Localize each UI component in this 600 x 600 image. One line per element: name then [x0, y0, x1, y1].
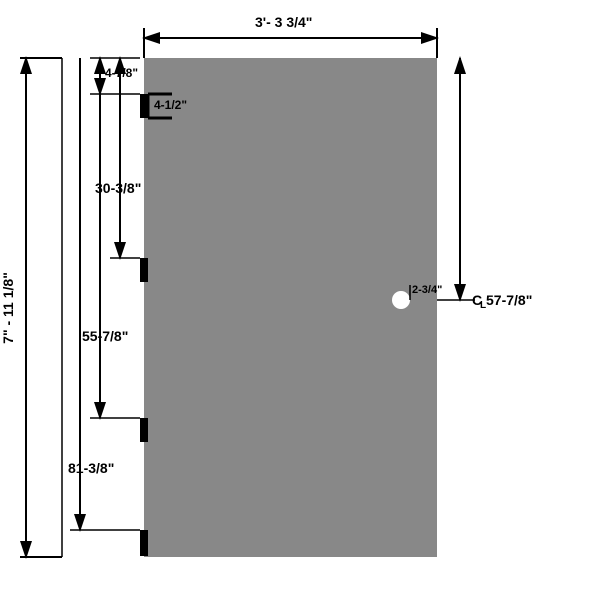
lock-hole: [392, 291, 410, 309]
hinge-4: [140, 530, 148, 556]
label-width: 3'- 3 3/4": [255, 14, 312, 30]
hinge-2: [140, 258, 148, 282]
label-height: 7" - 11 1/8": [0, 272, 16, 344]
label-hinge-size: 4-1/2": [154, 98, 187, 112]
hinge-1: [140, 94, 148, 118]
label-hinge-4: 81-3/8": [68, 460, 114, 476]
label-hinge-2: 30-3/8": [95, 180, 141, 196]
door-diagram: 3'- 3 3/4" 7" - 11 1/8" 4-7/8" 4-1/2" 30…: [0, 0, 600, 600]
label-hinge-3: 55-7/8": [82, 328, 128, 344]
hinge-3: [140, 418, 148, 442]
label-centerline-l: L: [480, 300, 486, 311]
label-backset: 2-3/4": [412, 284, 442, 296]
label-hinge-offset: 4-7/8": [105, 66, 138, 80]
door-panel: [144, 58, 437, 557]
